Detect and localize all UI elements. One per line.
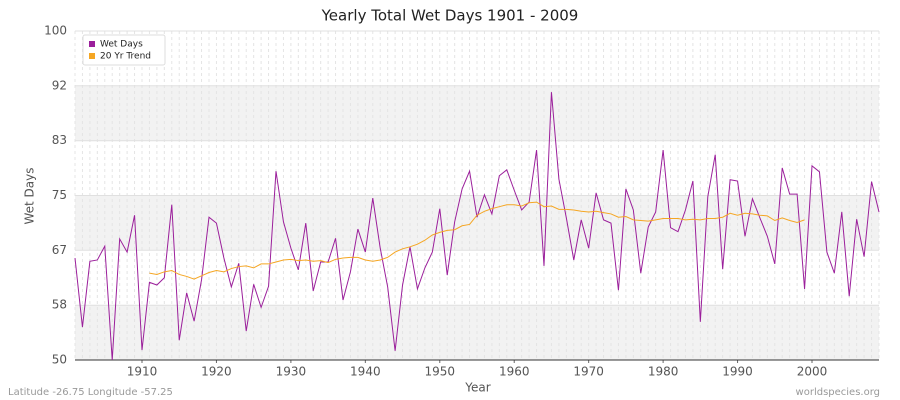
x-tick-label: 1990	[722, 365, 753, 379]
footnote: Latitude -26.75 Longitude -57.25	[8, 387, 173, 398]
x-tick-label: 1970	[573, 365, 604, 379]
source: worldspecies.org	[796, 387, 880, 398]
y-tick-label: 83	[52, 133, 67, 147]
y-tick-label: 75	[52, 188, 67, 202]
series-line	[74, 92, 880, 361]
x-tick-label: 1960	[499, 365, 530, 379]
x-tick-label: 1940	[350, 365, 381, 379]
y-tick-label: 92	[52, 78, 67, 92]
y-tick-label: 67	[52, 243, 67, 257]
plot-background	[74, 30, 880, 361]
y-tick-label: 58	[52, 298, 67, 312]
x-tick-label: 1920	[201, 365, 232, 379]
legend-swatch	[89, 41, 95, 47]
legend-label: Wet Days	[100, 40, 143, 50]
x-tick-label: 1930	[276, 365, 307, 379]
x-tick-label: 1910	[127, 365, 158, 379]
grid-band	[75, 85, 879, 141]
x-tick-label: 1980	[648, 365, 679, 379]
legend-swatch	[89, 53, 95, 59]
x-axis-label: Year	[464, 381, 490, 395]
y-tick-label: 100	[44, 24, 67, 38]
x-tick-label: 2000	[797, 365, 828, 379]
series-line	[149, 201, 805, 280]
y-axis-label: Wet Days	[23, 167, 37, 224]
legend-box	[82, 34, 166, 66]
y-tick-label: 50	[52, 353, 67, 367]
chart-title: Yearly Total Wet Days 1901 - 2009	[321, 7, 579, 25]
x-tick-label: 1950	[425, 365, 456, 379]
legend-label: 20 Yr Trend	[100, 52, 151, 62]
